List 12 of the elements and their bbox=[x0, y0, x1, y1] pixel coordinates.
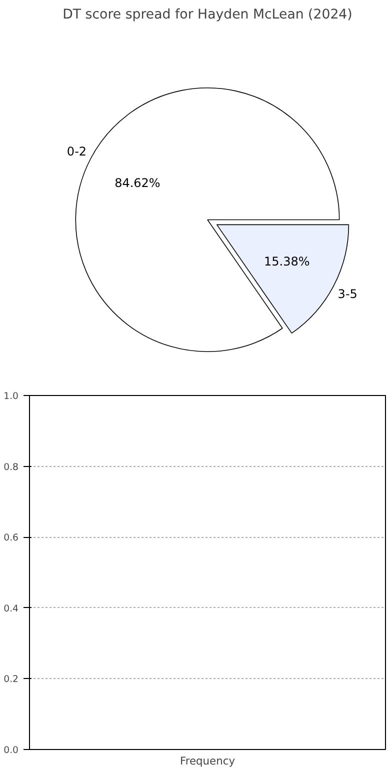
y-tick-label: 0.6 bbox=[4, 532, 19, 544]
y-tick-label: 0.0 bbox=[4, 745, 19, 756]
y-tick-label: 1.0 bbox=[4, 391, 19, 402]
y-tick-label: 0.8 bbox=[4, 462, 19, 473]
data-label: 84.62% bbox=[114, 176, 160, 190]
chart-title: DT score spread for Hayden McLean (2024) bbox=[62, 8, 352, 22]
y-tick-label: 0.4 bbox=[4, 603, 19, 614]
x-axis-title: Frequency bbox=[180, 754, 236, 768]
slice-label: 0-2 bbox=[66, 144, 87, 158]
data-label: 15.38% bbox=[264, 254, 310, 269]
slice-label: 3-5 bbox=[338, 287, 358, 302]
y-tick-label: 0.2 bbox=[4, 674, 19, 686]
